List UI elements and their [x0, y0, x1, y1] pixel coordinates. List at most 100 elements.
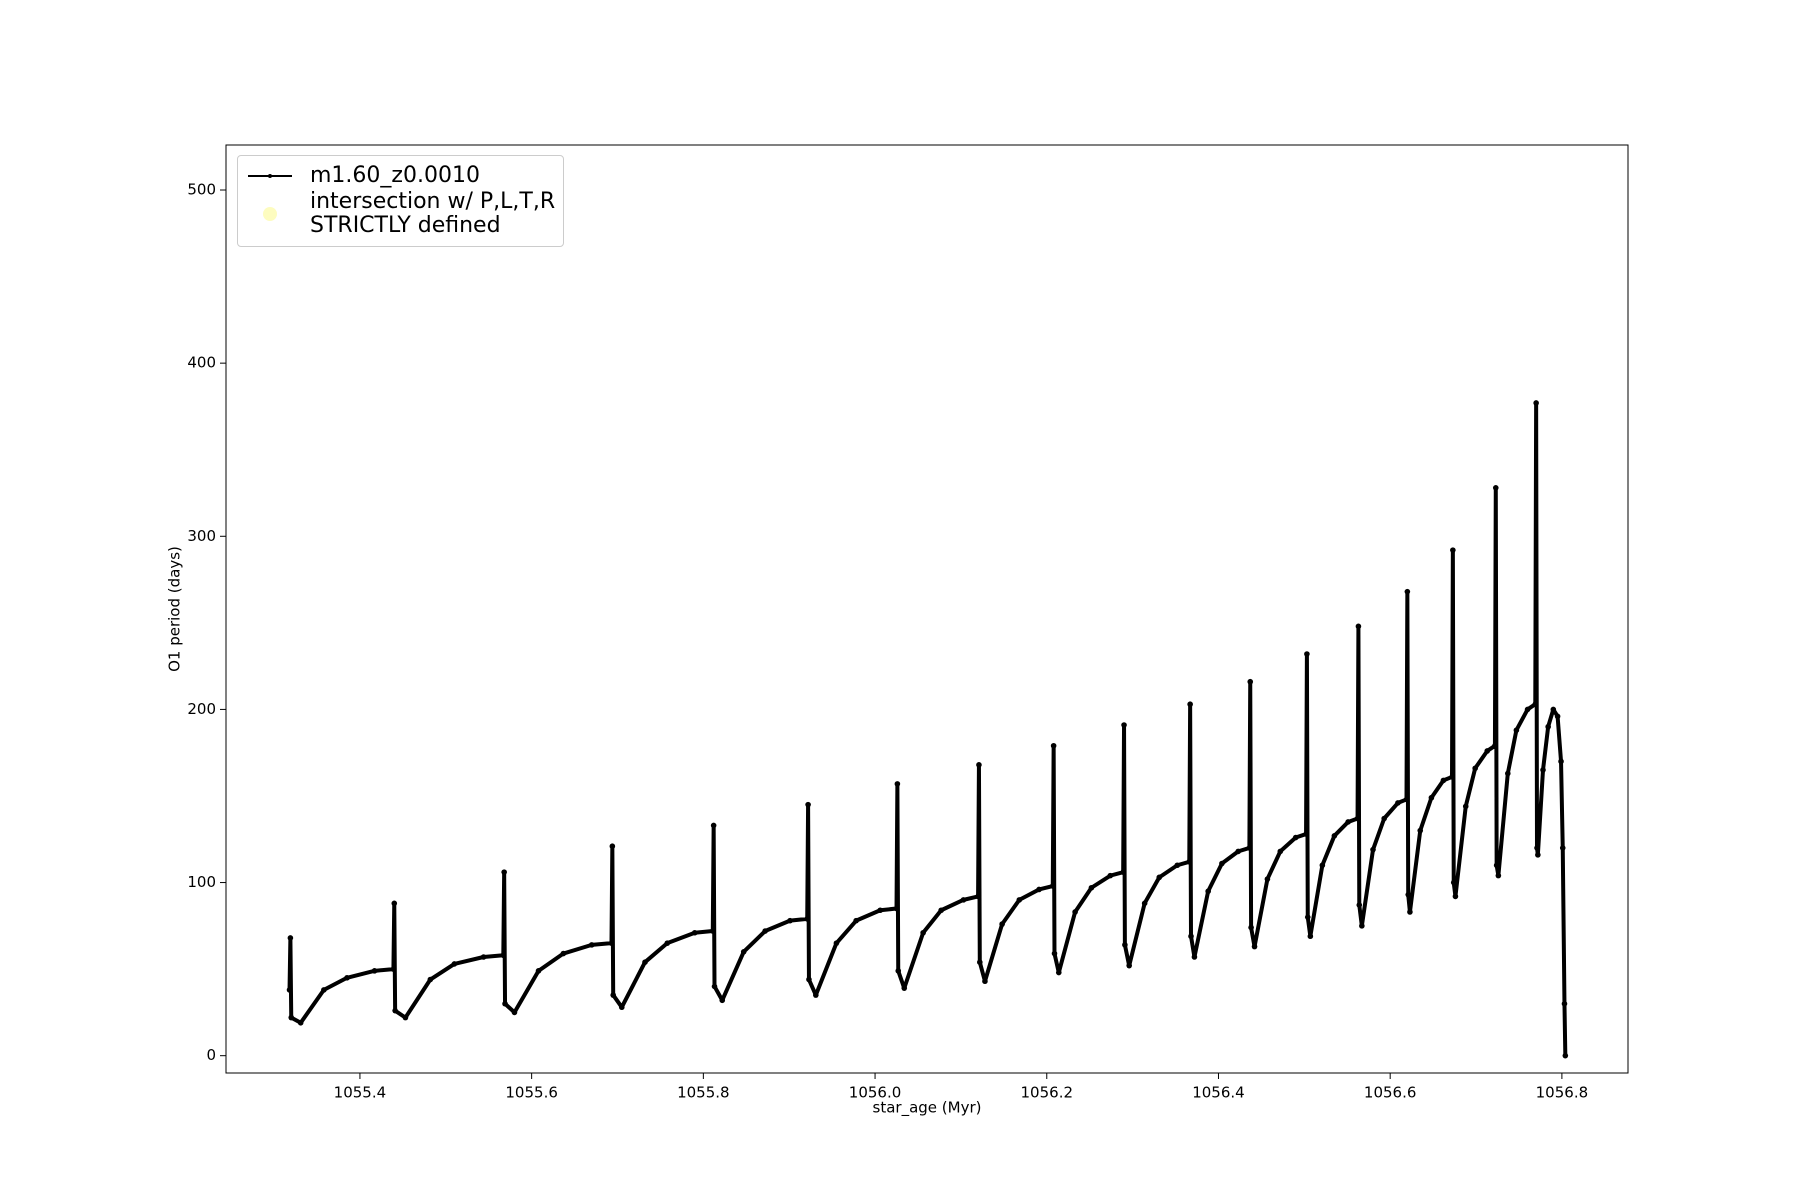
- data-point: [391, 900, 398, 907]
- data-point: [1235, 848, 1242, 855]
- data-point: [618, 1004, 625, 1011]
- x-tick-label: 1056.2: [1021, 1084, 1074, 1102]
- legend-swatch: [248, 174, 292, 178]
- data-point: [920, 929, 926, 936]
- data-point: [1472, 765, 1478, 772]
- data-point: [500, 952, 507, 959]
- data-point: [1532, 701, 1539, 708]
- x-tick-label: 1055.6: [505, 1084, 558, 1102]
- data-point: [1533, 400, 1539, 406]
- data-point: [691, 929, 698, 936]
- data-point: [371, 968, 378, 974]
- y-tick-label: 100: [187, 873, 216, 891]
- data-point: [1120, 869, 1126, 875]
- data-point: [1191, 954, 1198, 960]
- data-point: [1395, 800, 1401, 806]
- legend: m1.60_z0.0010 intersection w/ P,L,T,R STR…: [237, 155, 565, 247]
- data-point: [1264, 876, 1271, 882]
- data-point: [1505, 770, 1511, 777]
- data-point: [1205, 888, 1211, 895]
- data-point: [1559, 845, 1566, 851]
- data-point: [1405, 891, 1412, 898]
- data-point: [1246, 845, 1253, 851]
- data-point: [1493, 862, 1500, 869]
- data-point: [977, 959, 983, 965]
- x-tick-label: 1055.4: [334, 1084, 387, 1102]
- data-point: [1050, 742, 1057, 749]
- data-point: [1016, 897, 1023, 903]
- data-point: [502, 1000, 508, 1007]
- data-point: [664, 940, 671, 946]
- legend-label: intersection w/ P,L,T,R STRICTLY defined: [310, 189, 556, 238]
- data-point: [501, 869, 507, 875]
- y-tick-label: 500: [187, 181, 216, 199]
- data-point: [1492, 485, 1499, 491]
- data-point: [805, 801, 811, 808]
- data-point: [893, 905, 900, 912]
- data-point: [1186, 858, 1193, 865]
- data-point: [1247, 678, 1254, 685]
- data-point: [1370, 846, 1376, 853]
- data-point: [762, 928, 768, 934]
- legend-swatch: [263, 207, 277, 221]
- data-point: [1403, 796, 1410, 803]
- data-point: [1524, 706, 1531, 713]
- data-point: [1156, 874, 1163, 881]
- data-point: [297, 1019, 304, 1026]
- data-point: [427, 976, 434, 983]
- data-point: [1072, 909, 1078, 915]
- data-point: [560, 950, 567, 957]
- data-point: [787, 917, 793, 924]
- data-point: [813, 992, 819, 998]
- legend-key: [246, 164, 294, 188]
- data-point: [1561, 1000, 1568, 1007]
- data-point: [535, 968, 542, 974]
- data-point: [1319, 862, 1326, 869]
- data-point: [1304, 651, 1310, 657]
- data-point: [1051, 950, 1058, 957]
- y-tick-label: 300: [187, 527, 216, 545]
- data-point: [1219, 860, 1225, 867]
- data-point: [610, 992, 617, 998]
- data-point: [1545, 723, 1551, 730]
- data-point: [402, 1014, 409, 1021]
- data-point: [1307, 933, 1314, 940]
- data-point: [321, 987, 327, 993]
- x-tick-label: 1056.0: [849, 1084, 902, 1102]
- data-point: [1452, 893, 1459, 900]
- data-point: [390, 966, 397, 972]
- data-point: [1355, 623, 1362, 630]
- x-axis-label: star_age (Myr): [873, 1099, 982, 1118]
- data-point: [287, 935, 294, 941]
- data-point: [975, 893, 981, 900]
- data-point: [1450, 547, 1456, 553]
- data-point: [1345, 819, 1351, 825]
- plot-frame: [225, 144, 1629, 1074]
- data-point: [1174, 862, 1181, 869]
- data-point: [1462, 803, 1469, 810]
- data-point: [1354, 815, 1361, 822]
- data-point: [709, 928, 716, 934]
- data-point: [976, 762, 982, 768]
- data-point: [1141, 900, 1148, 907]
- data-point: [853, 917, 859, 924]
- data-point: [588, 942, 595, 948]
- data-point: [1188, 933, 1194, 940]
- data-point: [901, 985, 908, 991]
- data-point: [1492, 742, 1498, 749]
- legend-marker: [263, 207, 277, 221]
- data-point: [1356, 902, 1363, 908]
- data-point: [1484, 748, 1490, 754]
- data-point: [1122, 942, 1128, 948]
- data-point: [286, 987, 293, 993]
- data-point: [804, 916, 811, 922]
- data-point: [833, 940, 840, 946]
- data-point: [1428, 794, 1435, 801]
- data-point: [999, 921, 1005, 927]
- data-point: [642, 959, 648, 965]
- data-point: [1331, 833, 1338, 839]
- data-point: [1534, 845, 1540, 851]
- data-point: [1121, 722, 1127, 728]
